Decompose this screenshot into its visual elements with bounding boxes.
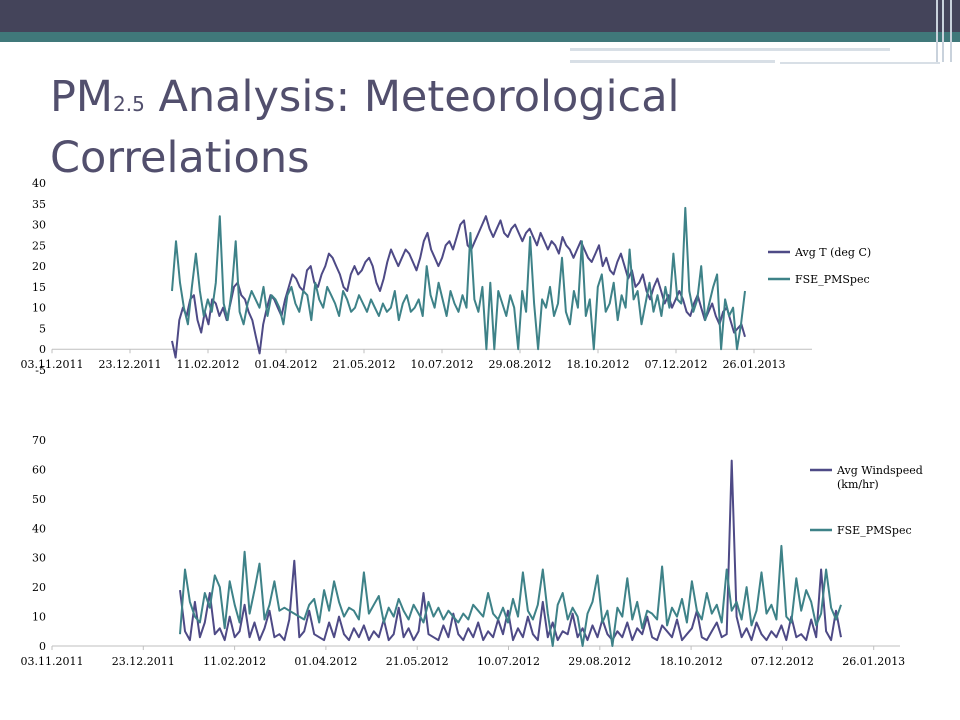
legend-label: FSE_PMSpec [795, 273, 870, 286]
x-tick-label: 03.11.2011 [21, 358, 84, 371]
x-tick-label: 26.01.2013 [723, 358, 786, 371]
y-tick-label: 40 [32, 522, 46, 535]
x-tick-label: 11.02.2012 [203, 655, 266, 668]
decor-line [570, 48, 890, 51]
x-tick-label: 23.12.2011 [99, 358, 162, 371]
decor-line [950, 0, 952, 62]
y-tick-label: 15 [32, 281, 46, 294]
y-tick-label: -5 [35, 364, 46, 377]
series-line-primary [179, 459, 842, 642]
x-tick-label: 29.08.2012 [489, 358, 552, 371]
y-tick-label: 10 [32, 611, 46, 624]
y-tick-label: 10 [32, 302, 46, 315]
y-tick-label: 60 [32, 463, 46, 476]
accent-stripe [0, 32, 960, 42]
y-tick-label: 40 [32, 177, 46, 190]
title-subscript: 2.5 [113, 92, 145, 116]
title-rest: Analysis: Meteorological [144, 72, 680, 122]
y-tick-label: 0 [39, 640, 46, 653]
header-bar [0, 0, 960, 32]
title-pm: PM [50, 72, 114, 122]
series-line-primary [171, 215, 746, 359]
y-tick-label: 20 [32, 260, 46, 273]
x-tick-label: 11.02.2012 [177, 358, 240, 371]
series-line-pm [171, 206, 746, 351]
x-tick-label: 29.08.2012 [568, 655, 631, 668]
series-line-pm [179, 544, 842, 647]
legend-label: Avg Windspeed [836, 464, 923, 477]
x-tick-label: 10.07.2012 [411, 358, 474, 371]
x-tick-label: 10.07.2012 [477, 655, 540, 668]
y-tick-label: 5 [39, 322, 46, 335]
decor-line [942, 0, 944, 62]
y-tick-label: 35 [32, 198, 46, 211]
y-tick-label: 25 [32, 239, 46, 252]
x-tick-label: 03.11.2011 [21, 655, 84, 668]
y-tick-label: 30 [32, 552, 46, 565]
title-line2: Correlations [50, 133, 310, 183]
y-tick-label: 50 [32, 493, 46, 506]
x-tick-label: 01.04.2012 [294, 655, 357, 668]
decor-line [936, 0, 938, 62]
x-tick-label: 18.10.2012 [567, 358, 630, 371]
x-tick-label: 01.04.2012 [255, 358, 318, 371]
y-tick-label: 0 [39, 343, 46, 356]
x-tick-label: 21.05.2012 [386, 655, 449, 668]
x-tick-label: 21.05.2012 [333, 358, 396, 371]
x-tick-label: 07.12.2012 [645, 358, 708, 371]
y-tick-label: 70 [32, 434, 46, 447]
x-tick-label: 07.12.2012 [751, 655, 814, 668]
y-tick-label: 20 [32, 581, 46, 594]
legend-label: Avg T (deg C) [794, 246, 871, 259]
decor-line [570, 60, 775, 63]
slide-title: PM2.5 Analysis: Meteorological Correlati… [50, 70, 910, 185]
legend-label-line2: (km/hr) [837, 478, 879, 491]
x-tick-label: 26.01.2013 [842, 655, 905, 668]
x-tick-label: 18.10.2012 [660, 655, 723, 668]
y-tick-label: 30 [32, 219, 46, 232]
legend-label: FSE_PMSpec [837, 524, 912, 537]
decor-line [780, 62, 940, 64]
x-tick-label: 23.12.2011 [112, 655, 175, 668]
